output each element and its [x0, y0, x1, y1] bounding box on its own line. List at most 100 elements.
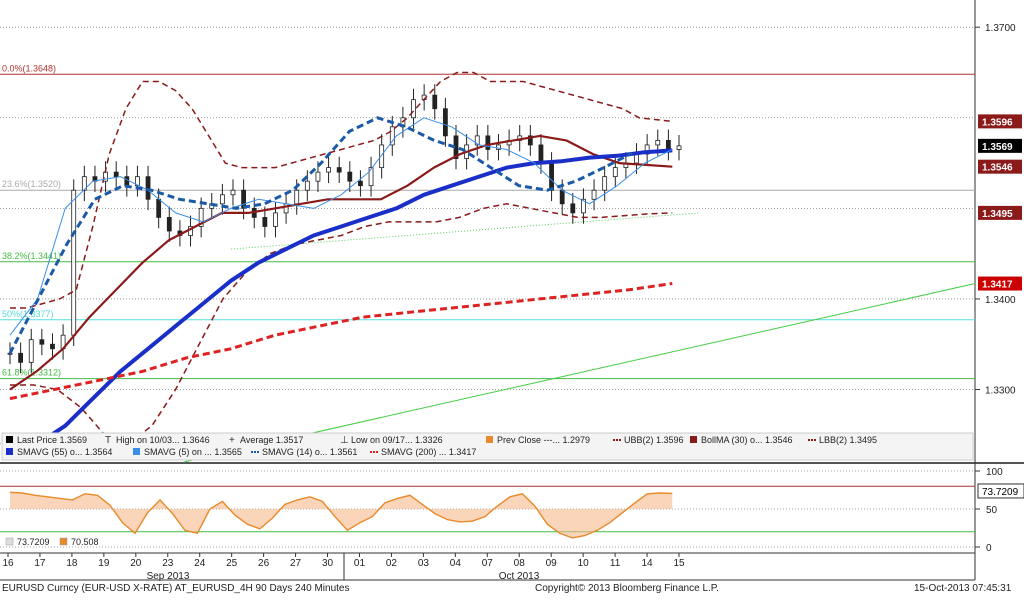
oscillator-tick-label: 0: [986, 543, 992, 554]
candle-body: [676, 145, 682, 150]
time-tick-label: 02: [386, 558, 398, 569]
candle-body: [538, 144, 544, 164]
oscillator-value-label: 73.7209: [982, 487, 1019, 498]
oscillator-value-tag: [977, 483, 1024, 499]
month-label: Sep 2013: [147, 571, 190, 582]
price-tag-label: 1.3596: [982, 117, 1013, 128]
candle-body: [442, 108, 448, 137]
price-tag-box: [978, 114, 1022, 129]
fib-level-label: 23.6%(1.3520): [2, 179, 61, 189]
price-panel: [0, 0, 975, 462]
oscillator-tick-label: 50: [986, 505, 998, 516]
price-tag-box: [978, 205, 1022, 220]
legend-label: Prev Close ---... 1.2979: [497, 435, 590, 445]
candle-body: [549, 162, 554, 191]
time-tick-label: 17: [34, 558, 46, 569]
candle-body: [389, 126, 395, 146]
candle-body: [273, 212, 278, 227]
month-label: Oct 2013: [499, 571, 540, 582]
fib-level-label: 0.0%(1.3648): [2, 63, 56, 73]
legend-label: SMAVG (14) o... 1.3561: [262, 447, 357, 457]
time-tick-label: 24: [194, 558, 206, 569]
candle-body: [39, 339, 45, 345]
candle-body: [411, 99, 416, 119]
price-tags: 1.3596 1.3569 1.3546 1.3495 1.3417 73.7209: [977, 114, 1024, 499]
candle-body: [262, 217, 268, 227]
candle-body: [496, 144, 501, 150]
time-tick-label: 07: [482, 558, 494, 569]
candle-body: [294, 189, 300, 205]
legend-swatch: [6, 436, 13, 443]
time-tick-label: 09: [546, 558, 558, 569]
time-tick-label: 08: [514, 558, 526, 569]
price-tick-label: 1.3700: [985, 23, 1016, 34]
fibonacci-levels: 0.0%(1.3648) 23.6%(1.3520) 38.2%(1.3441) 50…: [0, 63, 976, 463]
price-tick-label: 1.3400: [985, 295, 1016, 306]
candle-body: [665, 140, 671, 150]
oscillator-legend-label: 70.508: [71, 537, 99, 547]
candle-body: [50, 343, 55, 350]
price-tag-label: 1.3546: [982, 163, 1013, 174]
axes: 1.3700 1.3400 1.3300 100 50 0 16 17 18 19 20 23 24 25…: [2, 23, 1016, 582]
candle-body: [485, 135, 491, 150]
legend-label: High on 10/03... 1.3646: [116, 435, 210, 445]
fib-level-label: 50%(1.3377): [2, 309, 54, 319]
legend-swatch: [133, 448, 140, 455]
candle-body: [581, 198, 586, 214]
candle-body: [326, 167, 331, 173]
legend-label: Low on 09/17... 1.3326: [351, 435, 443, 445]
legend-swatch: [690, 436, 697, 443]
candle-body: [219, 194, 225, 205]
legend-label: Last Price 1.3569: [17, 435, 87, 445]
legend-swatch: +: [229, 435, 235, 446]
candle-body: [71, 189, 77, 336]
legend-label: BollMA (30) o... 1.3546: [701, 435, 793, 445]
legend-label: LBB(2) 1.3495: [819, 435, 877, 445]
oscillator-series: [9, 491, 673, 539]
legend-label: SMAVG (55) o... 1.3564: [17, 447, 112, 457]
time-tick-label: 10: [578, 558, 590, 569]
time-tick-label: 11: [610, 558, 621, 569]
candle-body: [230, 189, 236, 196]
candle-body: [166, 217, 172, 232]
chart-title: EURUSD Curncy (EUR-USD X-RATE) AT_EURUSD…: [2, 583, 350, 594]
rising-trendline: [183, 283, 976, 463]
oscillator-area: [10, 492, 673, 538]
price-tag-box: [978, 138, 1022, 153]
candle-body: [18, 352, 24, 363]
price-tag-label: 1.3569: [982, 142, 1013, 153]
legend-swatch: [6, 448, 13, 455]
candle-body: [28, 339, 34, 363]
time-tick-label: 20: [130, 558, 142, 569]
time-tick-label: 14: [641, 558, 653, 569]
price-tag-label: 1.3417: [982, 280, 1013, 291]
oscillator-line: [9, 491, 673, 539]
legend-label: SMAVG (200) ... 1.3417: [381, 447, 476, 457]
candle-body: [612, 167, 618, 178]
candle-body: [432, 94, 438, 110]
candle-body: [304, 180, 310, 191]
candle-body: [198, 207, 204, 227]
price-tag-label: 1.3495: [982, 209, 1013, 220]
legend-label: SMAVG (5) on ... 1.3565: [144, 447, 242, 457]
candle-body: [124, 176, 130, 187]
oscillator-tick-label: 100: [986, 467, 1003, 478]
candle-body: [559, 189, 565, 205]
oscillator-legend-swatch: [59, 537, 68, 546]
candle-body: [570, 203, 576, 214]
support-trendline: [230, 212, 700, 250]
time-tick-label: 25: [226, 558, 238, 569]
candle-body: [527, 135, 533, 146]
candle-body: [379, 144, 385, 168]
candle-body: [145, 176, 151, 200]
time-tick-label: 03: [418, 558, 430, 569]
legend-label: UBB(2) 1.3596: [624, 435, 684, 445]
candle-body: [315, 171, 321, 182]
time-tick-label: 01: [354, 558, 366, 569]
price-tick-label: 1.3300: [985, 386, 1016, 397]
fib-level-label: 38.2%(1.3441): [2, 251, 61, 261]
time-tick-label: 15: [673, 558, 685, 569]
candle-body: [336, 167, 342, 173]
